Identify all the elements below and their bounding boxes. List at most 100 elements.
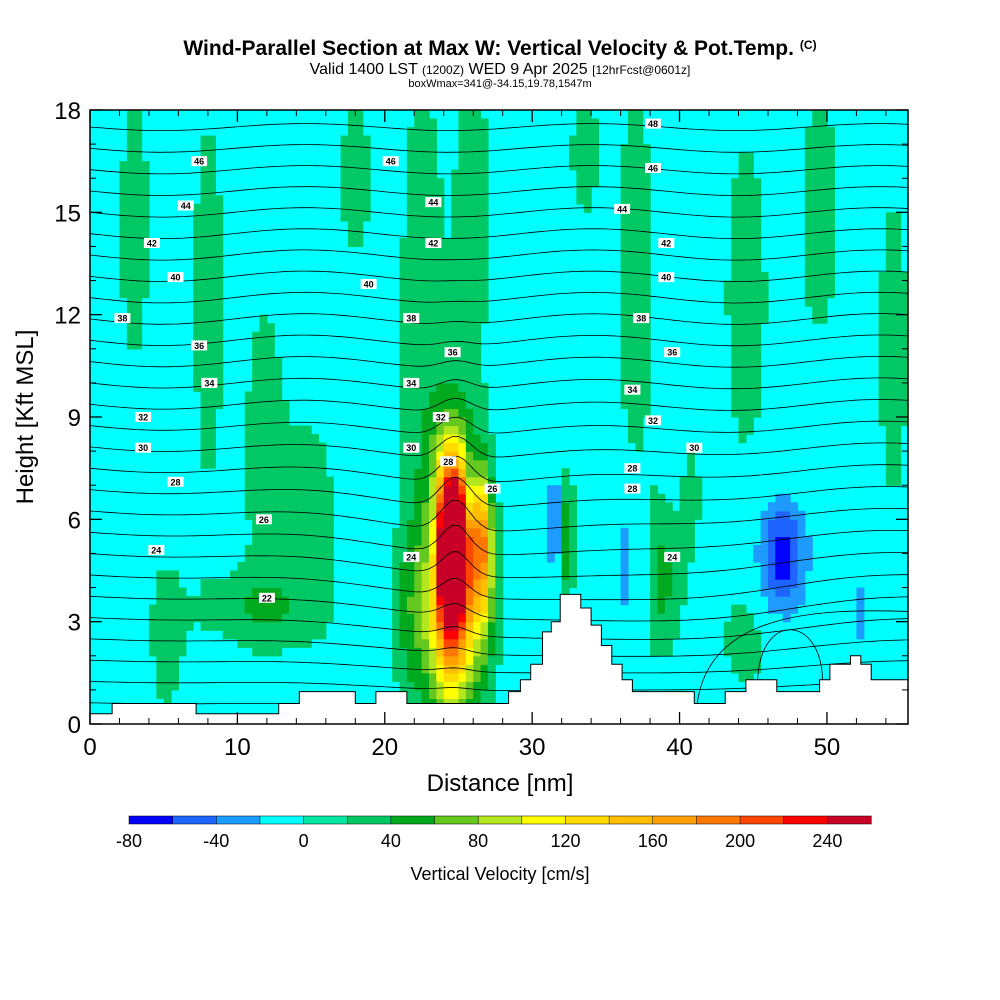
w-cell xyxy=(473,613,482,623)
w-cell xyxy=(664,561,673,572)
w-cell xyxy=(443,331,452,341)
w-cell xyxy=(893,391,902,401)
w-cell xyxy=(480,527,489,537)
w-cell xyxy=(878,297,887,307)
w-cell xyxy=(451,561,460,572)
w-cell xyxy=(591,144,600,154)
w-cell xyxy=(480,161,489,171)
w-cell xyxy=(148,647,157,657)
w-cell xyxy=(885,425,894,435)
w-cell xyxy=(635,186,644,196)
w-cell xyxy=(215,382,224,393)
w-cell xyxy=(569,579,577,589)
w-cell xyxy=(436,340,445,350)
w-cell xyxy=(738,280,747,290)
w-cell xyxy=(200,442,209,452)
w-cell xyxy=(311,485,320,495)
w-cell xyxy=(252,561,261,572)
w-cell xyxy=(480,297,489,307)
w-cell xyxy=(672,579,681,589)
w-cell xyxy=(259,374,268,384)
w-cell xyxy=(738,630,747,640)
w-cell xyxy=(325,519,334,529)
w-cell xyxy=(399,655,408,665)
w-cell xyxy=(421,596,430,606)
w-cell xyxy=(171,647,180,657)
w-cell xyxy=(119,280,128,290)
w-cell xyxy=(436,638,445,648)
w-cell xyxy=(163,579,172,589)
w-cell xyxy=(583,178,592,188)
w-cell xyxy=(745,306,754,316)
w-cell xyxy=(421,331,430,341)
w-cell xyxy=(569,527,577,537)
w-cell xyxy=(826,144,835,154)
w-cell xyxy=(215,237,224,248)
w-cell xyxy=(443,698,452,708)
w-cell xyxy=(281,425,290,435)
w-cell xyxy=(347,144,356,154)
w-cell xyxy=(340,135,349,145)
w-cell xyxy=(473,152,482,162)
w-cell xyxy=(406,519,415,529)
w-cell xyxy=(392,664,401,674)
w-cell xyxy=(635,357,644,367)
w-cell xyxy=(325,510,334,520)
w-cell xyxy=(546,553,555,563)
w-cell xyxy=(679,510,688,520)
w-cell xyxy=(620,254,629,265)
w-cell xyxy=(738,323,747,333)
w-cell xyxy=(760,280,769,290)
w-cell xyxy=(399,561,408,572)
w-cell xyxy=(414,135,423,145)
w-cell xyxy=(252,331,261,341)
w-cell xyxy=(414,561,423,572)
w-cell xyxy=(414,689,423,700)
theta-label-bg xyxy=(645,118,661,129)
w-cell xyxy=(200,144,209,154)
w-cell xyxy=(635,127,644,137)
w-cell xyxy=(193,220,202,230)
w-cell xyxy=(672,536,681,546)
w-cell xyxy=(399,579,408,589)
w-cell xyxy=(222,596,231,606)
x-tick-label: 10 xyxy=(224,734,251,761)
w-cell xyxy=(303,638,312,648)
w-cell xyxy=(303,451,312,461)
w-cell xyxy=(193,365,202,375)
w-cell xyxy=(148,630,157,640)
w-cell xyxy=(148,613,157,623)
w-cell xyxy=(318,604,327,614)
w-cell xyxy=(745,391,754,401)
theta-contour-line xyxy=(90,123,908,131)
w-cell xyxy=(414,647,423,657)
y-tick-label: 9 xyxy=(68,405,81,432)
w-cell xyxy=(760,306,769,316)
w-cell xyxy=(458,314,467,324)
w-cell xyxy=(620,178,629,188)
w-cell xyxy=(259,579,268,589)
w-cell xyxy=(480,544,489,555)
theta-label: 34 xyxy=(204,378,214,388)
w-cell xyxy=(458,561,467,572)
w-cell xyxy=(775,510,784,520)
w-cell xyxy=(487,527,496,537)
w-cell xyxy=(406,365,415,375)
w-cell xyxy=(274,391,283,401)
w-cell xyxy=(200,195,209,205)
w-cell xyxy=(487,630,496,640)
w-cell xyxy=(244,468,253,478)
w-cell xyxy=(274,382,283,393)
w-cell xyxy=(804,553,813,563)
w-cell xyxy=(458,263,467,273)
w-cell xyxy=(473,178,482,188)
w-cell xyxy=(259,468,268,478)
theta-label: 30 xyxy=(406,443,416,453)
w-cell xyxy=(200,254,209,265)
w-cell xyxy=(443,237,452,248)
w-cell xyxy=(738,621,747,631)
w-cell xyxy=(171,672,180,682)
w-cell xyxy=(156,664,165,674)
w-cell xyxy=(215,621,224,631)
w-cell xyxy=(731,263,740,273)
